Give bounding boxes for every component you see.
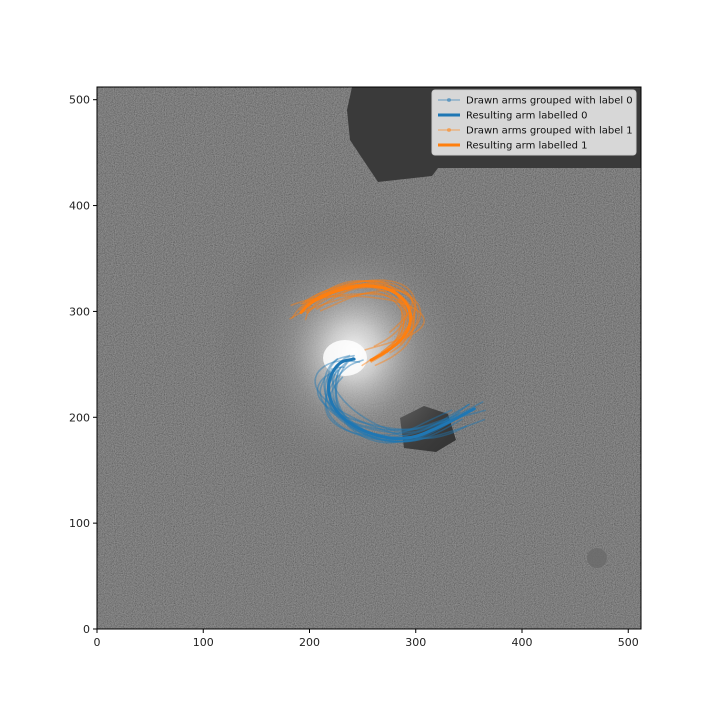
plot-area <box>97 87 641 629</box>
drawn-arm-line <box>324 359 484 439</box>
drawn-arm-line <box>316 370 461 431</box>
drawn-arm-line <box>315 280 403 354</box>
y-tick-label: 100 <box>69 517 90 530</box>
y-axis: 0 100 200 300 400 500 <box>69 94 97 636</box>
y-tick-label: 400 <box>69 200 90 213</box>
y-tick-label: 200 <box>69 411 90 424</box>
x-tick-label: 500 <box>618 636 639 649</box>
legend-marker <box>447 98 451 102</box>
y-tick-label: 500 <box>69 94 90 107</box>
drawn-arm-line <box>319 291 405 354</box>
legend-label: Resulting arm labelled 0 <box>466 111 588 122</box>
drawn-arm-line <box>304 282 419 338</box>
x-tick-label: 100 <box>193 636 214 649</box>
legend-entry: Drawn arms grouped with label 0 <box>438 96 633 107</box>
drawn-arm-line <box>290 293 408 347</box>
axes-frame <box>96 86 642 630</box>
legend-label: Resulting arm labelled 1 <box>466 141 588 152</box>
x-tick-label: 200 <box>299 636 320 649</box>
legend-box <box>431 89 637 156</box>
result-arm-line <box>327 357 476 441</box>
bright-spot <box>587 548 607 568</box>
x-axis: 0 100 200 300 400 500 <box>94 629 639 649</box>
result-arms <box>299 284 476 441</box>
legend-label: Drawn arms grouped with label 0 <box>466 96 633 107</box>
drawn-arm-line <box>314 360 468 440</box>
legend-label: Drawn arms grouped with label 1 <box>466 126 633 137</box>
x-tick-label: 300 <box>405 636 426 649</box>
y-tick-label: 0 <box>83 623 90 636</box>
legend-entry: Drawn arms grouped with label 1 <box>438 126 633 137</box>
drawn-arm-line <box>324 367 463 443</box>
x-tick-label: 400 <box>512 636 533 649</box>
drawn-arm-line <box>311 280 406 347</box>
y-tick-label: 300 <box>69 305 90 318</box>
legend: Drawn arms grouped with label 0 Resulting… <box>431 89 637 156</box>
x-tick-label: 0 <box>94 636 101 649</box>
legend-entry: Resulting arm labelled 0 <box>438 111 588 122</box>
drawn-arm-line <box>306 286 422 347</box>
drawn-arm-line <box>291 279 417 367</box>
legend-marker <box>447 128 451 132</box>
result-arm-line <box>299 284 413 362</box>
galaxy-core <box>323 340 367 376</box>
drawn-arm-line <box>319 378 471 434</box>
legend-entry: Resulting arm labelled 1 <box>438 141 588 152</box>
